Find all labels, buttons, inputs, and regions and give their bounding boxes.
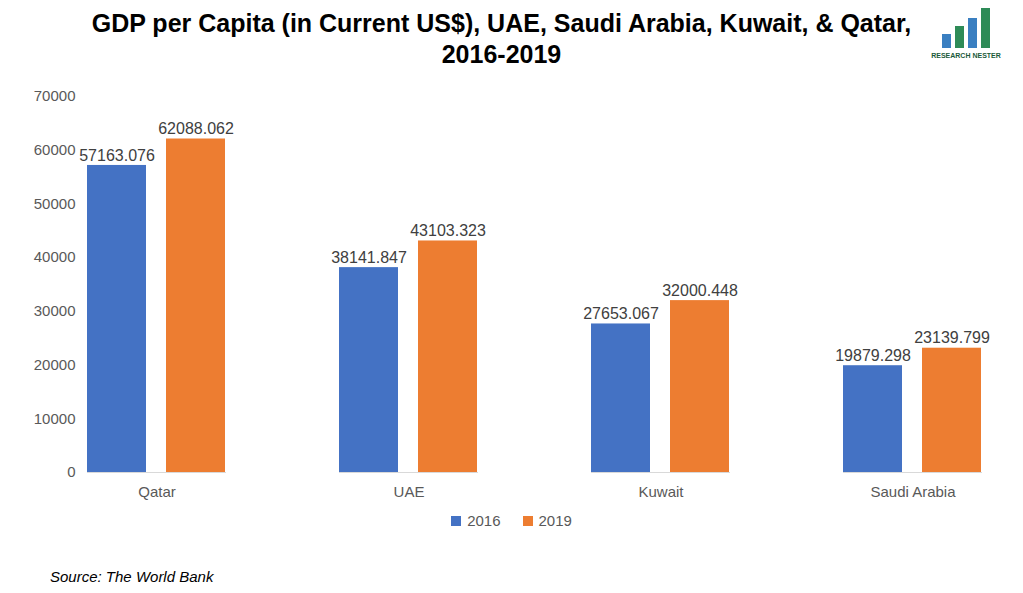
svg-text:23139.799: 23139.799 — [914, 329, 990, 346]
svg-text:Saudi Arabia: Saudi Arabia — [870, 483, 956, 500]
svg-text:Qatar: Qatar — [138, 483, 176, 500]
svg-text:30000: 30000 — [34, 302, 76, 319]
html-text:2016: 2016 — [467, 512, 501, 529]
svg-text:70000: 70000 — [34, 87, 76, 104]
svg-text:Kuwait: Kuwait — [638, 483, 684, 500]
html-text:RESEARCH NESTER: RESEARCH NESTER — [931, 52, 1001, 59]
svg-text:57163.076: 57163.076 — [79, 147, 155, 164]
svg-text:50000: 50000 — [34, 195, 76, 212]
html-text:GDP per Capita (in Current US$: GDP per Capita (in Current US$), UAE, Sa… — [91, 9, 912, 68]
svg-text:40000: 40000 — [34, 248, 76, 265]
svg-text:19879.298: 19879.298 — [835, 347, 911, 364]
svg-text:60000: 60000 — [34, 141, 76, 158]
svg-text:0: 0 — [67, 463, 75, 480]
html-text:Source: The World Bank: Source: The World Bank — [50, 568, 214, 585]
svg-text:UAE: UAE — [394, 483, 425, 500]
svg-text:43103.323: 43103.323 — [410, 222, 486, 239]
html-text:2019: 2019 — [538, 512, 572, 529]
svg-text:20000: 20000 — [34, 356, 76, 373]
svg-text:38141.847: 38141.847 — [331, 249, 407, 266]
svg-text:10000: 10000 — [34, 410, 76, 427]
svg-text:62088.062: 62088.062 — [158, 120, 234, 137]
svg-text:32000.448: 32000.448 — [662, 282, 738, 299]
svg-text:27653.067: 27653.067 — [583, 305, 659, 322]
